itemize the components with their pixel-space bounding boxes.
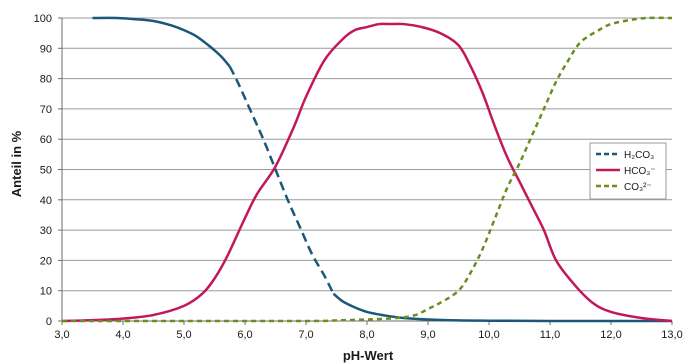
y-tick-label-4: 40 [40,195,52,207]
legend-label-0: H₂CO₃ [624,150,654,161]
x-tick-label-9: 12,0 [600,329,621,341]
y-tick-label-6: 60 [40,134,52,146]
legend-label-1: HCO₃⁻ [624,166,656,177]
x-tick-label-6: 9,0 [420,329,435,341]
series-line-0-part-1 [92,16,231,68]
legend-label-2: CO₃²⁻ [624,182,652,193]
x-tick-label-3: 6,0 [237,329,252,341]
x-tick-label-2: 5,0 [176,329,191,341]
series-line-0-part-3 [332,292,672,323]
y-tick-label-10: 100 [34,13,52,25]
series-line-1 [61,22,673,323]
x-axis-ticks: 3,0 4,0 5,0 6,0 7,0 8,0 9,0 10,0 11,0 12,0 13,0 [54,321,683,341]
y-tick-label-3: 30 [40,225,52,237]
y-tick-label-8: 80 [40,74,52,86]
y-axis-title: Anteil in % [9,130,24,197]
series-lines [61,16,673,323]
gridlines [62,17,672,322]
y-tick-label-5: 50 [40,165,52,177]
y-tick-label-0: 0 [46,316,52,328]
series-line-2 [62,16,673,323]
y-tick-label-7: 70 [40,104,52,116]
y-tick-label-1: 10 [40,286,52,298]
x-tick-label-0: 3,0 [54,329,69,341]
x-tick-label-7: 10,0 [478,329,499,341]
x-tick-label-4: 7,0 [298,329,313,341]
y-axis-ticks: 0 10 20 30 40 50 60 70 80 90 100 [34,13,62,328]
legend: H₂CO₃ HCO₃⁻ CO₃²⁻ [589,142,667,200]
x-tick-label-8: 11,0 [540,329,561,341]
x-axis-title: pH-Wert [343,348,394,363]
series-line-0-part-2 [228,65,335,295]
x-tick-label-1: 4,0 [115,329,130,341]
x-tick-label-10: 13,0 [661,329,682,341]
y-tick-label-2: 20 [40,255,52,267]
x-tick-label-5: 8,0 [359,329,374,341]
y-tick-label-9: 90 [40,43,52,55]
